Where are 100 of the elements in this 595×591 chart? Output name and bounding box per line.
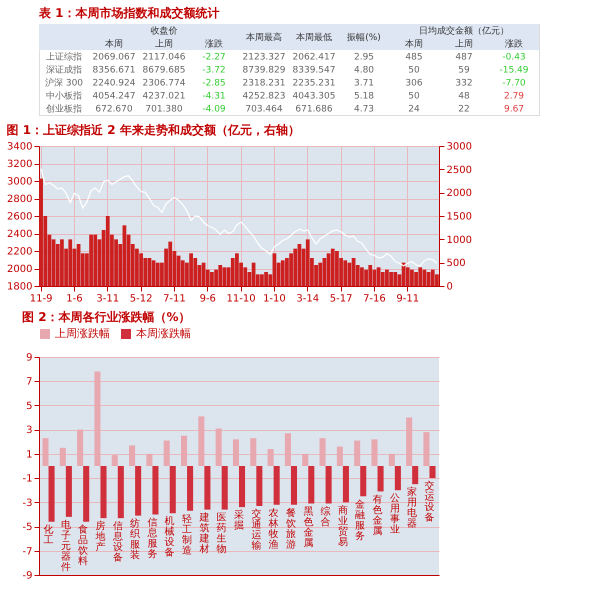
text: 3.71 xyxy=(354,78,374,88)
bar xyxy=(135,466,142,516)
bar xyxy=(152,260,156,286)
x-tick-label: 轻工制造 xyxy=(182,512,192,556)
text: 2123.327 xyxy=(242,52,286,62)
text: 50 xyxy=(408,66,420,76)
text: 48 xyxy=(458,92,470,102)
bar xyxy=(42,438,49,466)
bar xyxy=(60,448,66,466)
bar xyxy=(336,446,343,466)
bar xyxy=(264,272,268,286)
category-label: 振幅(%) xyxy=(347,32,381,43)
x-tick-label: 5-12 xyxy=(130,294,152,304)
text: 2117.046 xyxy=(142,52,186,62)
bar xyxy=(216,428,222,466)
bar xyxy=(189,253,193,286)
bar xyxy=(94,372,100,466)
y-tick-label: 2800 xyxy=(7,194,32,205)
line-series xyxy=(40,168,438,266)
text: 8356.671 xyxy=(92,66,136,76)
bar xyxy=(342,466,349,502)
bar xyxy=(422,270,426,286)
bar xyxy=(418,267,422,286)
legend-label: 上周涨跌幅 xyxy=(55,327,110,340)
x-tick-label: 公用事业 xyxy=(390,492,400,536)
x-tick-label: 食品饮料 xyxy=(77,524,88,568)
y-tick-label: 2400 xyxy=(7,229,32,240)
bar xyxy=(89,234,93,286)
bar xyxy=(268,449,274,466)
category-label: 涨跌 xyxy=(205,38,223,50)
text: 22 xyxy=(458,104,470,114)
x-tick-label: 建筑建材 xyxy=(198,512,210,556)
bar xyxy=(210,272,214,286)
category-label: 沪深 300 xyxy=(44,78,84,88)
bar xyxy=(308,466,314,504)
bar xyxy=(232,439,239,466)
x-tick-label: 综合 xyxy=(320,506,331,528)
x-tick-label: 纺织服装 xyxy=(130,518,140,562)
text: 701.380 xyxy=(145,104,183,114)
text: -2.85 xyxy=(202,78,226,88)
chart-title: 图 2：本周各行业涨跌幅（%） xyxy=(22,310,191,324)
y2-tick-label: 500 xyxy=(446,258,466,270)
bar xyxy=(60,239,64,286)
text: 2062.417 xyxy=(292,52,336,62)
y-tick-label: -7 xyxy=(22,546,32,558)
bar xyxy=(77,430,84,466)
text: 4054.247 xyxy=(92,92,136,102)
legend-label: 本周涨跌幅 xyxy=(136,327,191,340)
bar xyxy=(156,262,160,286)
category-label: 创业板指 xyxy=(46,104,82,114)
x-tick-label: 化工 xyxy=(44,524,54,546)
y-tick-label: -3 xyxy=(22,498,32,509)
text: 8679.685 xyxy=(142,66,186,76)
text: 671.686 xyxy=(295,104,333,114)
bar xyxy=(146,454,152,466)
bar xyxy=(429,466,436,478)
bar xyxy=(76,244,80,286)
bar xyxy=(122,225,126,286)
category-label: 本周 xyxy=(405,38,423,50)
y-tick-label: 7 xyxy=(26,376,32,388)
x-tick-label: 交通运输 xyxy=(251,508,262,552)
x-tick-label: 3-14 xyxy=(296,294,320,304)
x-tick-label: 1-10 xyxy=(263,294,286,304)
bar xyxy=(202,262,206,286)
y2-tick-label: 2500 xyxy=(446,164,472,176)
bar xyxy=(326,466,332,504)
bar xyxy=(290,466,298,505)
category-label: 本周最高 xyxy=(246,32,282,43)
bar xyxy=(410,270,414,286)
bar xyxy=(152,466,158,514)
bar xyxy=(272,253,276,286)
x-tick-label: 信息设备 xyxy=(112,520,123,564)
x-tick-label: 金融服务 xyxy=(355,498,366,542)
x-tick-label: 有色金属 xyxy=(372,493,383,537)
x-tick-label: 11-10 xyxy=(226,294,256,304)
text: 485 xyxy=(405,52,423,62)
bar xyxy=(402,262,406,286)
category-label: 中小板指 xyxy=(46,92,82,102)
text: 5.18 xyxy=(354,92,374,102)
x-tick-label: 7-11 xyxy=(163,294,186,304)
bar xyxy=(100,466,107,518)
text: 2306.774 xyxy=(142,78,186,88)
text: -0.43 xyxy=(502,52,526,62)
text: 2318.231 xyxy=(242,78,286,88)
text: 收盘价 xyxy=(150,26,178,36)
bar xyxy=(187,466,194,511)
y-tick-label: 2000 xyxy=(7,264,32,275)
x-tick-label: 7-16 xyxy=(363,294,386,304)
bar xyxy=(222,466,228,510)
bar xyxy=(118,466,124,518)
y-tick-label: 2600 xyxy=(7,212,32,222)
text: 2235.231 xyxy=(292,78,336,88)
bar xyxy=(368,265,372,286)
text: 2069.067 xyxy=(92,52,136,62)
text: 4.73 xyxy=(354,104,374,114)
bar xyxy=(343,260,348,286)
x-tick-label: 11-9 xyxy=(30,294,52,304)
text: -7.70 xyxy=(502,78,526,88)
bar xyxy=(68,239,72,286)
bar xyxy=(239,466,246,508)
